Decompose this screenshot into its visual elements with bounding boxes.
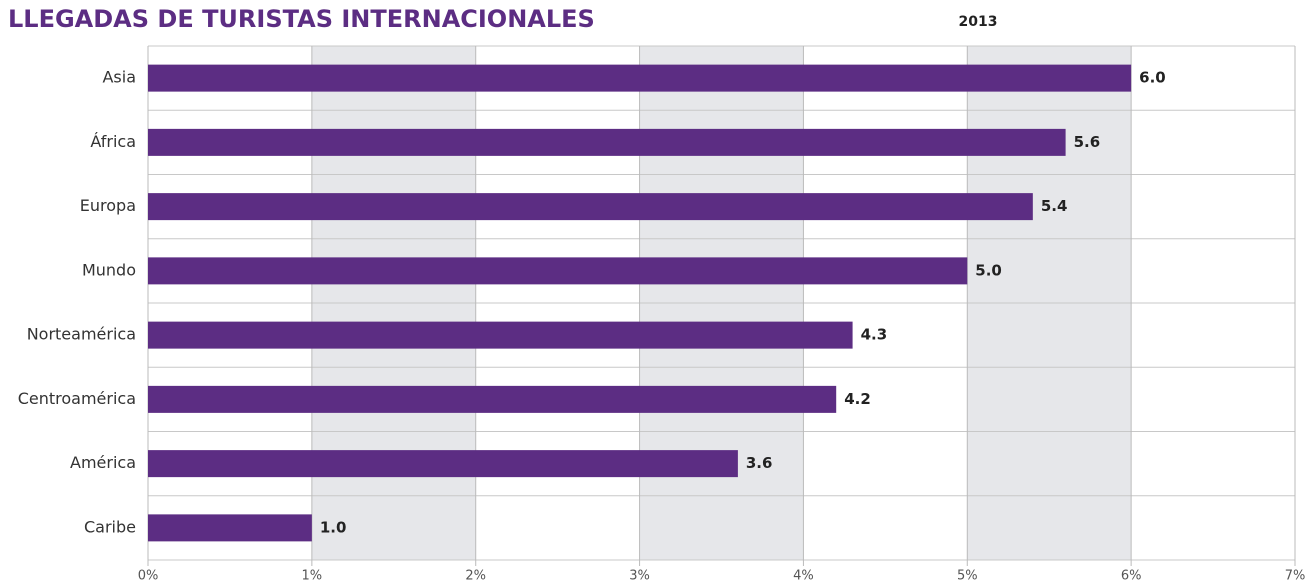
y-tick-label: Mundo [82, 260, 136, 279]
value-label: 5.6 [1074, 133, 1101, 151]
x-tick-label: 5% [957, 569, 978, 583]
y-tick-label: África [90, 132, 136, 151]
bar [148, 193, 1033, 221]
bar [148, 257, 968, 285]
value-label: 4.3 [861, 326, 888, 344]
y-tick-label: Norteamérica [27, 325, 136, 344]
value-label: 4.2 [844, 390, 871, 408]
x-tick-label: 3% [629, 569, 650, 583]
y-tick-label: Centroamérica [18, 389, 136, 408]
x-tick-label: 7% [1285, 569, 1306, 583]
y-tick-label: América [70, 453, 136, 472]
bar [148, 450, 738, 478]
chart-title: LLEGADAS DE TURISTAS INTERNACIONALES [8, 5, 595, 33]
bar [148, 385, 837, 413]
value-label: 5.4 [1041, 197, 1068, 215]
chart-subtitle: 2013 [959, 14, 998, 30]
x-tick-label: 1% [302, 569, 323, 583]
bar [148, 321, 853, 349]
bar [148, 514, 312, 542]
value-label: 5.0 [975, 261, 1002, 279]
bar [148, 128, 1066, 156]
value-label: 1.0 [320, 518, 347, 536]
x-tick-label: 2% [465, 569, 486, 583]
y-tick-label: Europa [80, 196, 136, 215]
y-tick-label: Asia [102, 68, 136, 87]
x-tick-label: 4% [793, 569, 814, 583]
bar [148, 64, 1132, 92]
x-tick-label: 0% [138, 569, 159, 583]
value-label: 3.6 [746, 454, 773, 472]
value-label: 6.0 [1139, 69, 1166, 87]
y-tick-label: Caribe [84, 517, 136, 536]
x-tick-label: 6% [1121, 569, 1142, 583]
